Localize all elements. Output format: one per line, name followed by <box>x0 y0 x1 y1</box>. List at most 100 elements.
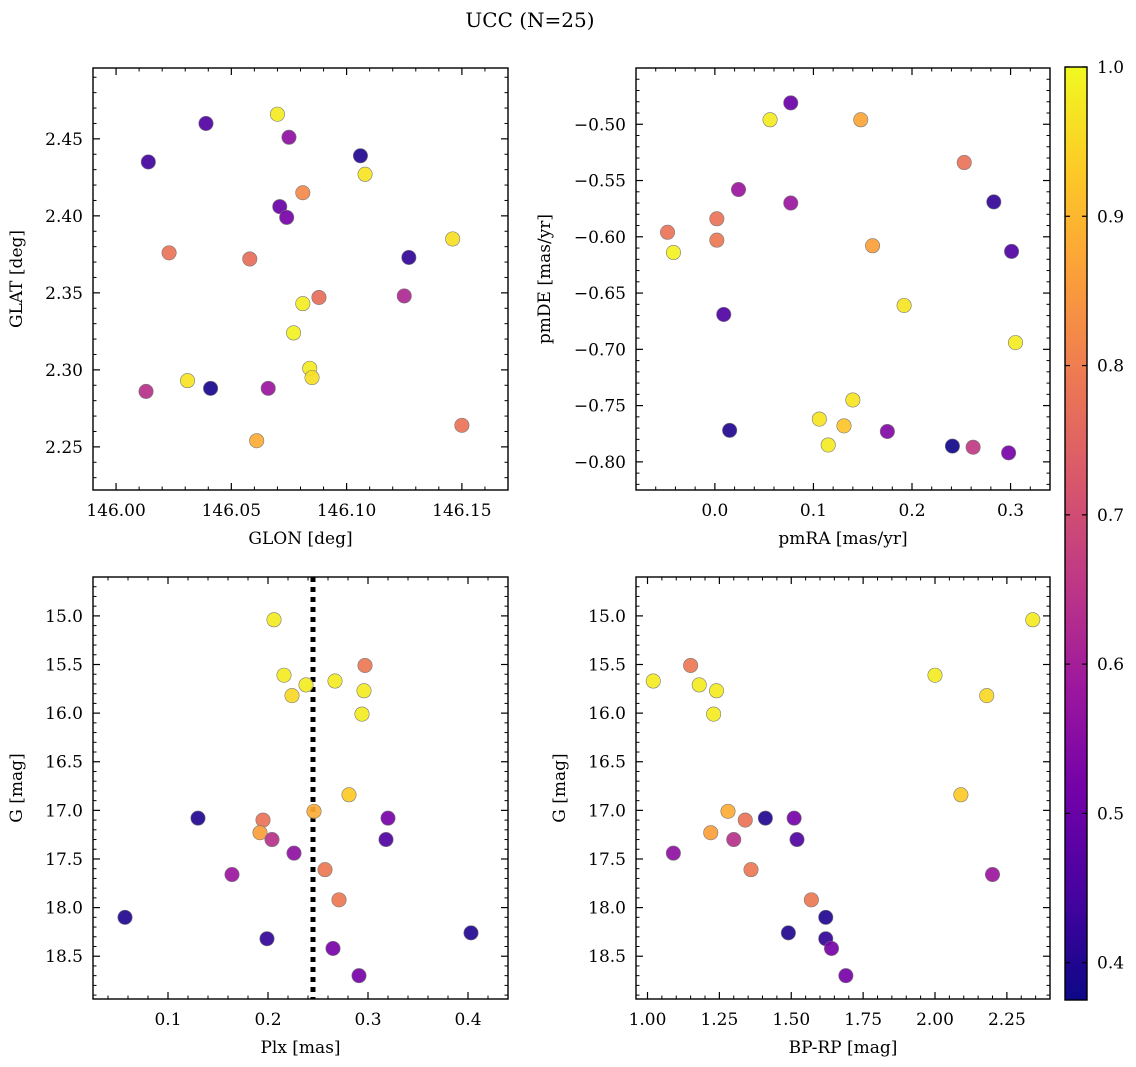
scatter-point <box>984 867 1000 883</box>
scatter-point <box>722 422 738 438</box>
scatter-point <box>823 940 839 956</box>
scatter-point <box>665 245 681 261</box>
scatter-point <box>203 380 219 396</box>
scatter-point <box>272 199 288 215</box>
panel-top-left: 146.00 146.05 146.10 146.15 2.25 2.30 2.35 2.40… <box>7 67 509 549</box>
x-axis-label: GLON [deg] <box>248 529 352 549</box>
scatter-point <box>737 812 753 828</box>
ticks <box>636 576 1051 999</box>
x-tick-label: 1.00 <box>629 1010 667 1030</box>
scatter-point <box>818 909 834 925</box>
scatter-point <box>986 194 1002 210</box>
scatter-point <box>645 673 661 689</box>
scatter-point <box>896 297 912 313</box>
x-axis-label: Plx [mas] <box>260 1038 340 1058</box>
scatter-point <box>783 195 799 211</box>
scatter-point <box>683 657 699 673</box>
scatter-point <box>786 810 802 826</box>
colorbar-tick-label: 0.6 <box>1097 655 1124 675</box>
y-tick-label: −0.50 <box>574 115 626 135</box>
colorbar-tick-label: 0.7 <box>1097 506 1124 526</box>
scatter-point <box>879 423 895 439</box>
scatter-point <box>304 370 320 386</box>
scatter-point <box>743 862 759 878</box>
scatter-point <box>927 667 943 683</box>
scatter-point <box>396 288 412 304</box>
x-tick-label: 0.0 <box>701 501 728 521</box>
y-tick-label: 15.5 <box>45 656 83 676</box>
y-tick-label: 2.35 <box>45 284 83 304</box>
scatter-point <box>198 115 214 131</box>
scatter-point <box>780 925 796 941</box>
y-axis-label: GLAT [deg] <box>7 230 27 328</box>
x-tick-label: 0.2 <box>898 501 925 521</box>
scatter-point <box>716 306 732 322</box>
scatter-point <box>224 867 240 883</box>
scatter-point <box>1004 243 1020 259</box>
scatter-point <box>1007 335 1023 351</box>
panel-top-right: 0.0 0.1 0.2 0.3 −0.80 −0.75 −0.70 −0.65 −0.60 −0.… <box>535 67 1051 549</box>
scatter-point <box>259 931 275 947</box>
x-tick-label: 146.00 <box>86 501 145 521</box>
scatter-point <box>266 612 282 628</box>
scatter-point <box>703 825 719 841</box>
scatter-point <box>306 803 322 819</box>
scatter-point <box>726 832 742 848</box>
panel-bottom-left: 0.1 0.2 0.3 0.4 15.0 15.5 16.0 16.5 17.0 17.5 18.0… <box>7 576 509 1058</box>
scatter-point <box>853 112 869 128</box>
scatter-point <box>255 812 271 828</box>
scatter-points <box>117 612 479 984</box>
y-tick-label: 2.25 <box>45 438 83 458</box>
scatter-point <box>317 862 333 878</box>
ticks <box>635 68 1051 490</box>
axes-frame <box>635 67 1051 491</box>
axes-frame <box>92 67 509 491</box>
scatter-point <box>665 845 681 861</box>
y-tick-label: 17.5 <box>45 850 83 870</box>
y-tick-label: −0.55 <box>574 172 626 192</box>
x-tick-label: 0.1 <box>154 1010 181 1030</box>
scatter-point <box>242 251 258 267</box>
scatter-point <box>180 373 196 389</box>
y-tick-label: 2.30 <box>45 361 83 381</box>
scatter-point <box>979 688 995 704</box>
colorbar-tick-label: 0.5 <box>1097 804 1124 824</box>
axes-frame <box>635 576 1051 1000</box>
scatter-point <box>249 433 265 449</box>
y-tick-label: 16.5 <box>45 753 83 773</box>
scatter-point <box>341 787 357 803</box>
scatter-point <box>944 438 960 454</box>
scatter-point <box>352 148 368 164</box>
scatter-point <box>276 667 292 683</box>
scatter-point <box>331 892 347 908</box>
colorbar-tick-label: 0.8 <box>1097 357 1124 377</box>
x-tick-label: 1.25 <box>700 1010 738 1030</box>
scatter-point <box>117 909 133 925</box>
scatter-point <box>956 155 972 171</box>
y-tick-label: −0.80 <box>574 453 626 473</box>
scatter-point <box>284 688 300 704</box>
panels: 146.00 146.05 146.10 146.15 2.25 2.30 2.35 2.40… <box>7 67 1051 1058</box>
scatter-point <box>252 825 268 841</box>
y-tick-label: 17.5 <box>588 850 626 870</box>
x-tick-label: 146.15 <box>432 501 491 521</box>
x-axis-label: BP-RP [mag] <box>789 1038 898 1058</box>
scatter-point <box>190 810 206 826</box>
scatter-point <box>838 968 854 984</box>
x-tick-label: 2.00 <box>916 1010 954 1030</box>
scatter-point <box>1025 612 1041 628</box>
x-tick-label: 1.50 <box>772 1010 810 1030</box>
scatter-point <box>709 232 725 248</box>
colorbar-tick-label: 1.0 <box>1097 58 1124 78</box>
colorbar-tick-label: 0.9 <box>1097 207 1124 227</box>
colorbar-gradient <box>1065 67 1087 1000</box>
scatter-point <box>357 657 373 673</box>
x-tick-label: 0.4 <box>454 1010 481 1030</box>
y-tick-label: 2.45 <box>45 130 83 150</box>
y-tick-label: −0.70 <box>574 340 626 360</box>
scatter-point <box>463 925 479 941</box>
y-axis-label: pmDE [mas/yr] <box>535 214 555 344</box>
x-axis-label: pmRA [mas/yr] <box>778 529 907 549</box>
scatter-point <box>286 325 302 341</box>
